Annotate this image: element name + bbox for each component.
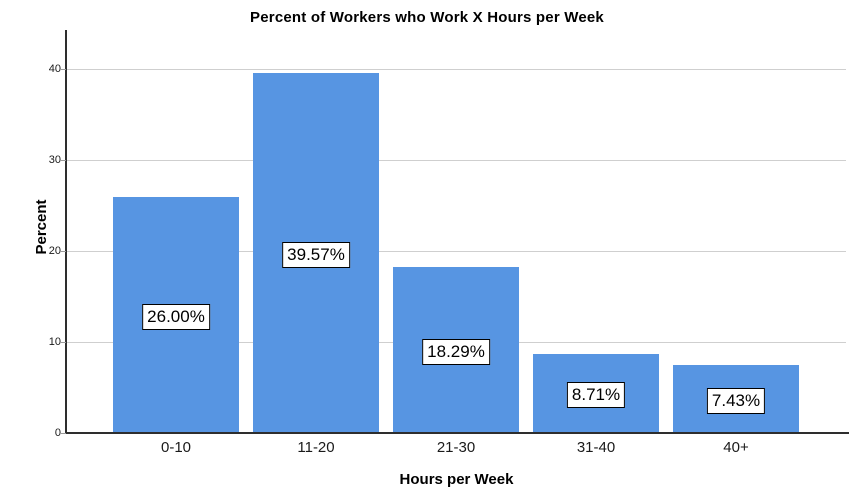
gridline-y-20 xyxy=(67,251,846,252)
gridline-y-30 xyxy=(67,160,846,161)
y-tick-label-0: 0 xyxy=(54,427,61,439)
y-tick-label-20: 20 xyxy=(48,245,61,257)
x-tick-label-40+: 40+ xyxy=(723,439,749,456)
y-tick-label-30: 30 xyxy=(48,154,61,166)
y-tick-mark-40 xyxy=(61,69,66,70)
x-tick-label-0-10: 0-10 xyxy=(160,439,192,456)
x-tick-label-21-30: 21-30 xyxy=(436,439,476,456)
y-axis-line xyxy=(65,30,67,434)
x-axis-line xyxy=(65,432,849,434)
bar-value-label-11-20: 39.57% xyxy=(282,242,350,268)
gridline-y-40 xyxy=(67,69,846,70)
y-tick-mark-30 xyxy=(61,160,66,161)
y-tick-mark-0 xyxy=(61,433,66,434)
x-tick-label-31-40: 31-40 xyxy=(576,439,616,456)
bar-value-label-0-10: 26.00% xyxy=(142,303,210,330)
bar-value-label-31-40: 8.71% xyxy=(566,382,626,409)
y-tick-label-40: 40 xyxy=(48,63,61,75)
chart-title: Percent of Workers who Work X Hours per … xyxy=(250,9,604,26)
bar-value-label-21-30: 18.29% xyxy=(422,338,490,365)
x-tick-label-11-20: 11-20 xyxy=(297,439,335,456)
bar-value-label-40+: 7.43% xyxy=(706,388,766,415)
x-axis-title: Hours per Week xyxy=(399,471,514,488)
y-tick-mark-20 xyxy=(61,251,66,252)
y-tick-mark-10 xyxy=(61,342,66,343)
y-tick-label-10: 10 xyxy=(48,336,61,348)
